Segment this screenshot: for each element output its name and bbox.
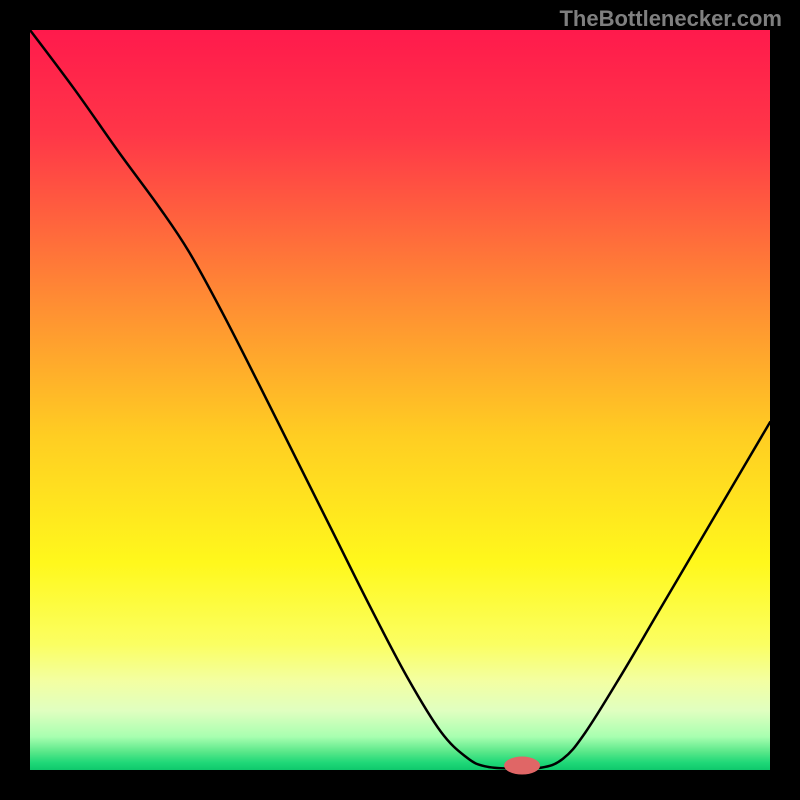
plot-background	[30, 30, 770, 770]
optimal-marker	[504, 757, 540, 775]
chart-frame: TheBottlenecker.com	[0, 0, 800, 800]
bottleneck-plot	[0, 0, 800, 800]
watermark-label: TheBottlenecker.com	[559, 6, 782, 32]
